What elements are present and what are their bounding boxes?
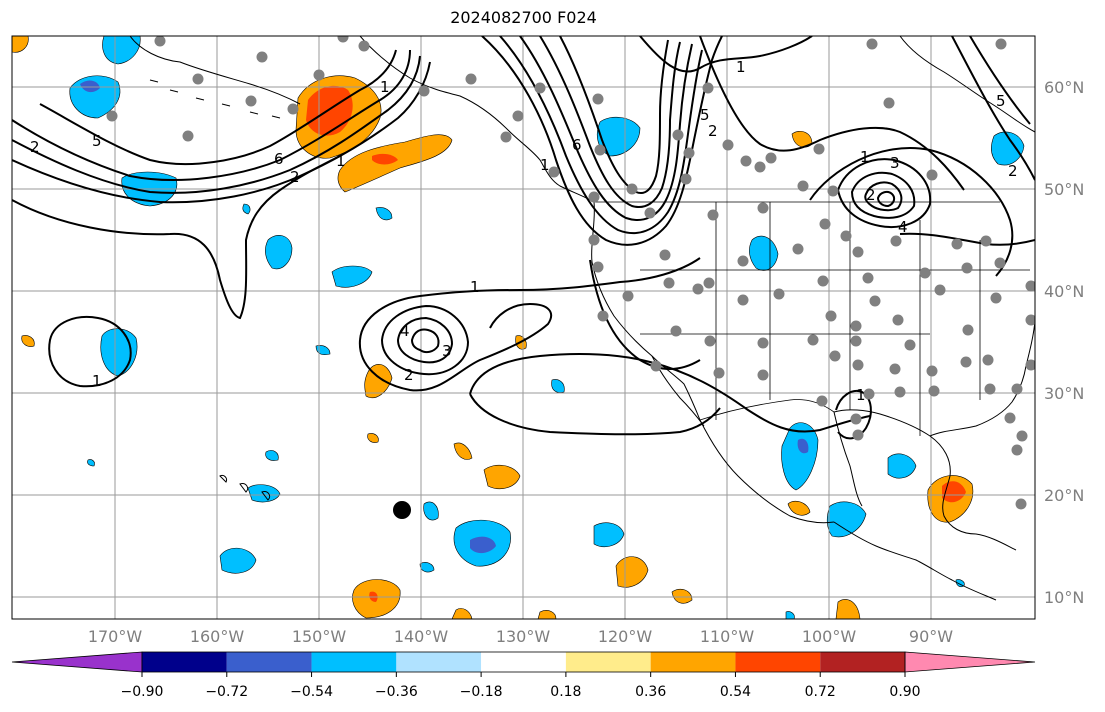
contour-label: 6 — [274, 150, 284, 168]
colorbar-tick-label: 0.90 — [889, 684, 920, 700]
colorbar-cell — [311, 652, 397, 672]
contour-label: 2 — [404, 366, 414, 384]
colorbar-cells — [11, 651, 1036, 673]
contour-label: 2 — [866, 186, 876, 204]
coastlines — [129, 36, 1035, 601]
contour-label: 5 — [92, 132, 102, 150]
colorbar-tick-label: 0.72 — [805, 684, 836, 700]
colorbar-cell — [735, 652, 821, 672]
colorbar-cell — [396, 652, 482, 672]
contour-label: 1 — [92, 372, 102, 390]
lon-tick-label: 160°W — [190, 627, 245, 646]
lat-tick-label: 20°N — [1044, 486, 1084, 505]
lon-tick-label: 170°W — [88, 627, 143, 646]
colorbar-tick-label: 0.18 — [550, 684, 581, 700]
map-title: 2024082700 F024 — [450, 8, 597, 27]
contour-labels: 5 2 6 2 1 1 1 6 2 5 1 1 3 2 4 5 2 1 1 4 … — [30, 58, 1018, 404]
contour-label: 2 — [290, 168, 300, 186]
lon-tick-label: 90°W — [909, 627, 953, 646]
lat-tick-label: 30°N — [1044, 384, 1084, 403]
contour-label: 1 — [380, 78, 390, 96]
lat-axis: 60°N 50°N 40°N 30°N 20°N 10°N — [1044, 78, 1084, 607]
contour-label: 5 — [996, 92, 1006, 110]
political-borders — [594, 201, 1030, 436]
lon-axis: 170°W 160°W 150°W 140°W 130°W 120°W 110°… — [88, 627, 953, 646]
contour-lines — [12, 36, 1035, 440]
shaded-fields — [12, 36, 1025, 619]
contour-label: 1 — [736, 58, 746, 76]
contour-label: 1 — [860, 148, 870, 166]
contour-label: 4 — [898, 218, 908, 236]
contour-label: 2 — [708, 122, 718, 140]
colorbar-extend-high — [904, 651, 1036, 673]
contour-label: 1 — [336, 152, 346, 170]
contour-label: 1 — [856, 386, 866, 404]
contour-label: 2 — [30, 138, 40, 156]
lat-tick-label: 10°N — [1044, 588, 1084, 607]
colorbar-cell — [820, 652, 905, 672]
colorbar-cell — [142, 652, 227, 672]
contour-label: 1 — [540, 156, 550, 174]
lat-tick-label: 50°N — [1044, 180, 1084, 199]
contour-label: 5 — [700, 106, 710, 124]
contour-label: 4 — [400, 322, 410, 340]
colorbar-tick-label: 0.36 — [635, 684, 666, 700]
lon-tick-label: 120°W — [598, 627, 653, 646]
colorbar-tick-label: −0.54 — [290, 684, 333, 700]
contour-label: 3 — [442, 342, 452, 360]
colorbar-tick-label: −0.36 — [375, 684, 418, 700]
gridlines — [12, 36, 1035, 619]
colorbar-tick-label: −0.72 — [205, 684, 248, 700]
colorbar-extend-low — [11, 651, 143, 673]
colorbar-cell — [565, 652, 651, 672]
colorbar-tick-label: −0.90 — [121, 684, 164, 700]
lon-tick-label: 140°W — [394, 627, 449, 646]
lon-tick-label: 150°W — [292, 627, 347, 646]
colorbar-tick-label: −0.18 — [460, 684, 503, 700]
station-markers — [106, 36, 1035, 510]
lat-tick-label: 60°N — [1044, 78, 1084, 97]
lon-tick-label: 130°W — [496, 627, 551, 646]
lat-tick-label: 40°N — [1044, 282, 1084, 301]
colorbar-ticks: −0.90 −0.72 −0.54 −0.36 −0.18 0.18 0.36 0.54 0.7… — [121, 672, 921, 700]
colorbar-outline — [141, 651, 906, 673]
contour-label: 1 — [470, 278, 480, 296]
map-frame — [11, 35, 1036, 620]
lon-tick-label: 100°W — [802, 627, 857, 646]
contour-label: 3 — [890, 154, 900, 172]
lon-tick-label: 110°W — [700, 627, 755, 646]
storm-marker — [393, 501, 411, 519]
colorbar-cell — [481, 652, 566, 672]
colorbar: −0.90 −0.72 −0.54 −0.36 −0.18 0.18 0.36 0.54 0.7… — [11, 651, 1036, 700]
colorbar-cell — [650, 652, 736, 672]
contour-label: 2 — [1008, 162, 1018, 180]
contour-label: 6 — [572, 136, 582, 154]
colorbar-cell — [226, 652, 312, 672]
colorbar-tick-label: 0.54 — [720, 684, 751, 700]
